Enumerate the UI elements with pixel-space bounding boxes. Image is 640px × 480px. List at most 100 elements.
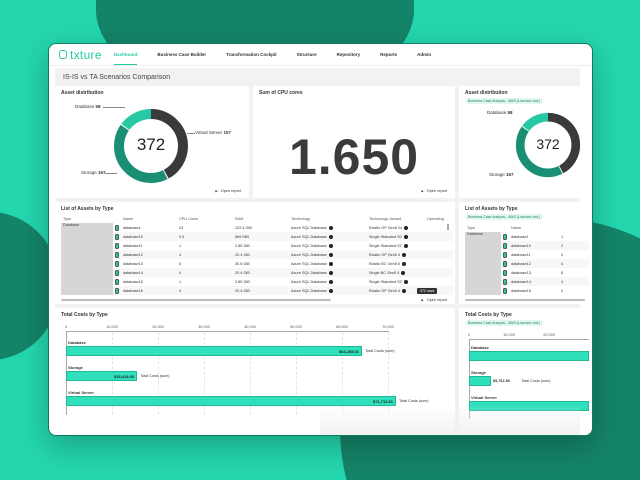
table-row[interactable]: database16 4 20.4 GiB Azure SQL Database…	[61, 286, 453, 295]
database-icon	[503, 287, 507, 294]
table-row[interactable]: Database database1 24 122.4 GiB Azure SQ…	[61, 223, 453, 295]
top-navigation: txture Dashboard Business Case Builder T…	[49, 44, 592, 66]
table-header: Type Name CPU Cores RAM Technology Techn…	[61, 214, 453, 223]
column-cpu-cores[interactable]: CPU Cores	[179, 216, 199, 221]
open-report-link[interactable]: Open report	[421, 189, 447, 193]
category-label-virtual-server: Virtual Server	[68, 390, 94, 395]
column-type[interactable]: Type	[467, 225, 476, 230]
column-name[interactable]: Name	[511, 225, 522, 230]
info-icon[interactable]	[403, 234, 408, 239]
column-ram[interactable]: RAM	[235, 216, 244, 221]
donut-chart[interactable]	[113, 108, 189, 184]
scenario-badge[interactable]: Business Case Analysis - AWS (Licenses i…	[465, 98, 544, 104]
donut-chart[interactable]	[515, 112, 581, 178]
donut-total: 372	[136, 135, 166, 154]
info-icon[interactable]	[402, 261, 407, 266]
type-cell: Database	[465, 232, 501, 295]
scenario-badge[interactable]: Business Case Analysis - AWS (Licenses i…	[465, 320, 544, 326]
kpi-value: 1.650	[288, 129, 420, 185]
info-icon[interactable]	[328, 243, 333, 248]
database-icon	[115, 260, 119, 267]
table-row[interactable]: database10 0.5 669 MiB Azure SQL Databas…	[61, 232, 453, 241]
info-icon[interactable]	[403, 279, 408, 284]
axis-tick: 50,000	[290, 325, 302, 329]
table-row[interactable]: Database database1 1	[465, 232, 589, 295]
legend-storage: Storage 157	[489, 172, 514, 177]
open-report-link[interactable]: Open report	[215, 189, 241, 193]
column-operating[interactable]: Operating	[427, 216, 444, 221]
nav-repository[interactable]: Repository	[336, 52, 361, 57]
database-icon	[115, 233, 119, 240]
table-row[interactable]: database10 2	[465, 241, 589, 250]
widget-title: List of Assets by Type	[61, 206, 114, 212]
table-row[interactable]: database11 1 2.85 GiB Azure SQL Database…	[61, 241, 453, 250]
info-icon[interactable]	[328, 252, 333, 257]
horizontal-scrollbar[interactable]	[465, 299, 585, 301]
database-icon	[115, 287, 119, 294]
open-report-link[interactable]: Open report	[421, 298, 447, 302]
axis-tick: 10,000	[106, 325, 118, 329]
widget-title: Asset distribution	[465, 90, 508, 96]
info-icon[interactable]	[328, 288, 333, 293]
info-icon[interactable]	[328, 234, 333, 239]
info-icon[interactable]	[328, 279, 333, 284]
horizontal-scrollbar[interactable]	[61, 299, 331, 301]
info-icon[interactable]	[402, 252, 407, 257]
column-name[interactable]: Name	[123, 216, 134, 221]
category-label-database: Database	[68, 340, 86, 345]
category-label-storage: Storage	[68, 365, 83, 370]
logo[interactable]: txture	[59, 48, 102, 62]
bar-storage[interactable]	[469, 376, 491, 386]
info-icon[interactable]	[402, 288, 407, 293]
leader-line	[105, 173, 117, 174]
nav-business-case-builder[interactable]: Business Case Builder	[157, 52, 207, 57]
table-row[interactable]: database13 8	[465, 268, 589, 277]
database-icon	[503, 269, 507, 276]
asset-list-widget: List of Assets by Type Type Name CPU Cor…	[55, 202, 455, 304]
axis-tick: 40,000	[244, 325, 256, 329]
column-type[interactable]: Type	[63, 216, 72, 221]
table-row[interactable]: database15 1 2.85 GiB Azure SQL Database…	[61, 277, 453, 286]
bottom-fade	[320, 405, 580, 435]
bar-database[interactable]: $64,285.01	[66, 346, 362, 356]
donut-total: 372	[536, 136, 560, 152]
table-row[interactable]: database12 4	[465, 259, 589, 268]
bar-virtual-server[interactable]: $71,712.51	[66, 396, 396, 406]
column-technology-variant[interactable]: Technology Variant	[369, 216, 402, 221]
table-row[interactable]: database13 6 30.6 GiB Azure SQL Database…	[61, 259, 453, 268]
nav-reports[interactable]: Reports	[380, 52, 398, 57]
vertical-scrollbar[interactable]	[447, 224, 449, 230]
column-technology[interactable]: Technology	[291, 216, 311, 221]
nav-structure[interactable]: Structure	[296, 52, 317, 57]
table-row[interactable]: database14 4 20.4 GiB Azure SQL Database…	[61, 268, 453, 277]
info-icon[interactable]	[403, 243, 408, 248]
database-icon	[115, 269, 119, 276]
info-icon[interactable]	[328, 225, 333, 230]
info-icon[interactable]	[328, 261, 333, 266]
logo-icon	[59, 50, 67, 59]
info-icon[interactable]	[328, 270, 333, 275]
scenario-badge[interactable]: Business Case Analysis - AWS (Licenses i…	[465, 214, 544, 220]
widget-title: Total Costs by Type	[61, 312, 108, 318]
dashboard-grid: Asset distribution 372 Database 58 Virtu…	[55, 86, 589, 435]
table-row[interactable]: database11 2	[465, 250, 589, 259]
x-axis	[66, 331, 389, 332]
info-icon[interactable]	[404, 225, 409, 230]
table-row[interactable]: database12 4 20.4 GiB Azure SQL Database…	[61, 250, 453, 259]
category-label-database: Database	[471, 345, 489, 350]
nav-transformation-cockpit[interactable]: Transformation Cockpit	[226, 52, 277, 57]
info-icon[interactable]	[401, 270, 406, 275]
table-row[interactable]: database15 2	[465, 286, 589, 295]
legend-virtual-server: Virtual Server 157	[195, 130, 231, 135]
widget-title: Asset distribution	[61, 90, 104, 96]
bar-storage[interactable]: $15,414.65	[66, 371, 137, 381]
bar-database[interactable]	[469, 351, 589, 361]
nav-admin[interactable]: Admin	[417, 52, 432, 57]
category-label-storage: Storage	[471, 370, 486, 375]
logo-text: txture	[70, 47, 102, 62]
cpu-cores-widget: Sum of CPU cores 1.650 Open report	[253, 86, 455, 198]
nav-dashboard[interactable]: Dashboard	[113, 45, 138, 65]
database-icon	[115, 242, 119, 249]
table-row[interactable]: database14 4	[465, 277, 589, 286]
widget-title: Total Costs by Type	[465, 312, 512, 318]
